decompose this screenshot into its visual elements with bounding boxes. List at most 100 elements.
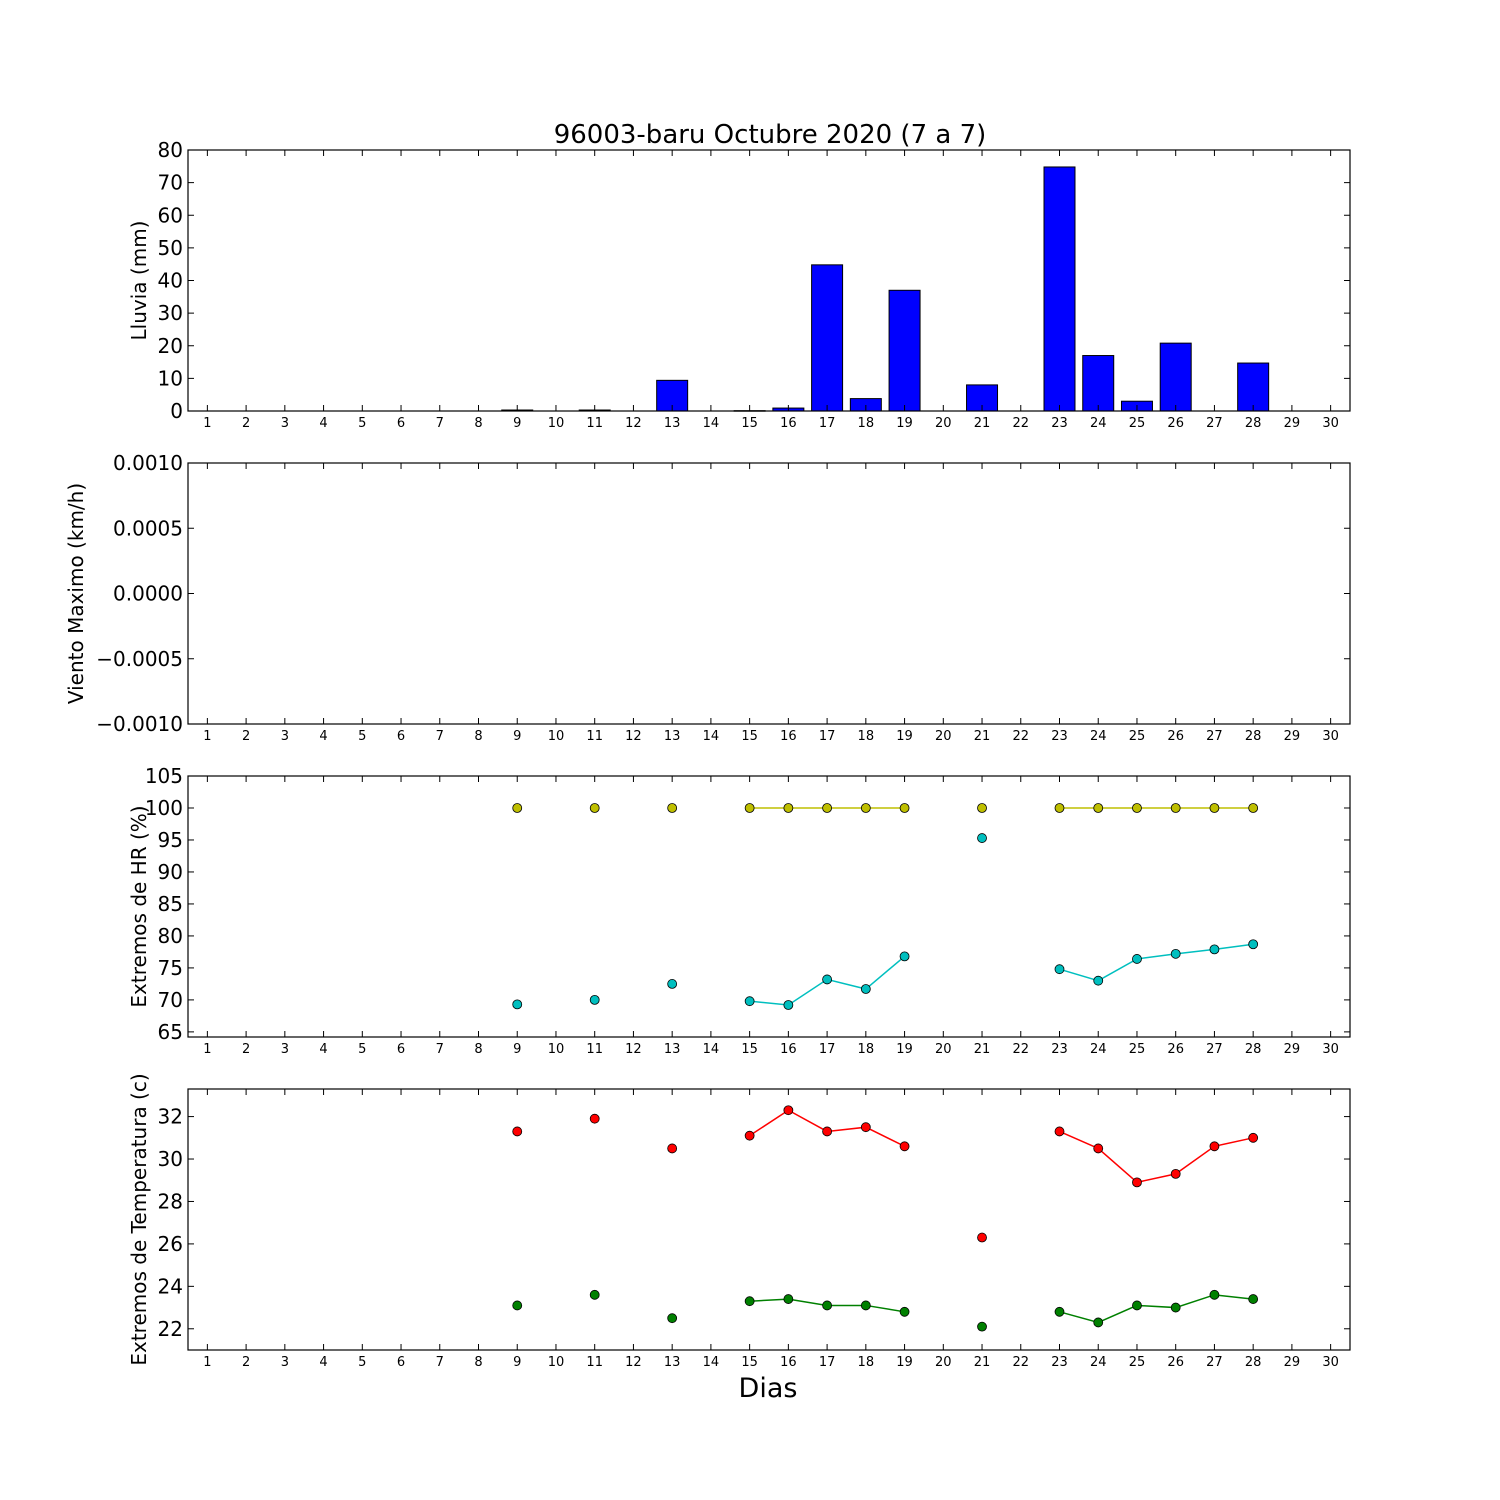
x-tick-label: 14 <box>703 1355 720 1370</box>
series-2-point-day-28 <box>1248 1294 1259 1304</box>
y-axis-label: Viento Maximo (km/h) <box>64 483 88 704</box>
x-tick-label: 17 <box>819 1042 836 1057</box>
series-1-point-day-9 <box>512 803 523 813</box>
series-1-point-day-23 <box>1054 1126 1065 1137</box>
y-tick-label: −0.0010 <box>96 712 183 736</box>
series-1-point-day-15 <box>744 803 755 813</box>
bar-day-26 <box>1159 342 1192 412</box>
series-2-point-day-23 <box>1054 964 1065 975</box>
x-tick-label: 14 <box>703 1042 720 1057</box>
x-tick-label: 22 <box>1012 1042 1029 1057</box>
x-tick-label: 6 <box>397 729 405 744</box>
x-tick-label: 7 <box>436 1042 444 1057</box>
x-tick-label: 3 <box>281 729 289 744</box>
series-2-point-day-9 <box>512 999 523 1010</box>
series-2-point-day-24 <box>1093 1317 1104 1328</box>
x-tick-label: 27 <box>1206 1042 1223 1057</box>
x-tick-label: 10 <box>548 729 565 744</box>
x-tick-label: 28 <box>1245 416 1262 431</box>
x-tick-label: 25 <box>1129 729 1146 744</box>
series-1-point-day-18 <box>860 803 871 813</box>
x-tick-label: 25 <box>1129 1355 1146 1370</box>
x-tick-label: 12 <box>625 1042 642 1057</box>
x-tick-label: 17 <box>819 729 836 744</box>
series-1-point-day-24 <box>1093 803 1104 813</box>
x-tick-label: 12 <box>625 729 642 744</box>
series-1-point-day-28 <box>1248 803 1259 813</box>
x-tick-label: 20 <box>935 1355 952 1370</box>
series-2-point-day-17 <box>822 974 832 985</box>
y-tick-label: 80 <box>158 924 183 948</box>
series-2-point-day-25 <box>1132 1300 1142 1311</box>
y-tick-label: 0.0005 <box>113 516 183 540</box>
x-tick-label: 19 <box>896 1355 913 1370</box>
series-2-point-day-9 <box>512 1300 523 1311</box>
x-tick-label: 23 <box>1051 1042 1068 1057</box>
x-tick-label: 12 <box>625 1355 642 1370</box>
series-1-point-day-11 <box>589 803 600 813</box>
x-tick-label: 27 <box>1206 1355 1223 1370</box>
y-tick-label: 75 <box>158 956 183 980</box>
x-tick-label: 1 <box>203 729 211 744</box>
x-tick-label: 20 <box>935 729 952 744</box>
x-tick-label: 24 <box>1090 1355 1107 1370</box>
series-1-point-day-11 <box>589 1113 600 1124</box>
y-axis-label: Lluvia (mm) <box>127 221 151 341</box>
x-tick-label: 23 <box>1051 416 1068 431</box>
y-tick-label: 24 <box>158 1274 183 1298</box>
series-2-point-day-28 <box>1248 939 1259 950</box>
x-tick-label: 15 <box>741 1042 758 1057</box>
x-tick-label: 18 <box>858 729 875 744</box>
series-2-point-day-23 <box>1054 1306 1065 1317</box>
x-tick-label: 1 <box>203 1355 211 1370</box>
y-tick-label: 0.0010 <box>113 451 183 475</box>
series-2-point-day-13 <box>667 1313 678 1324</box>
series-2-point-day-25 <box>1132 954 1142 964</box>
x-tick-label: 29 <box>1284 729 1301 744</box>
x-tick-label: 4 <box>319 1355 327 1370</box>
x-tick-label: 10 <box>548 416 565 431</box>
x-tick-label: 10 <box>548 1355 565 1370</box>
x-tick-label: 30 <box>1322 416 1339 431</box>
x-tick-label: 20 <box>935 1042 952 1057</box>
y-tick-label: 40 <box>158 269 183 293</box>
bar-day-28 <box>1237 362 1270 412</box>
x-tick-label: 22 <box>1012 729 1029 744</box>
y-tick-label: 26 <box>158 1232 183 1256</box>
x-tick-label: 24 <box>1090 729 1107 744</box>
x-tick-label: 13 <box>664 1042 681 1057</box>
x-tick-label: 24 <box>1090 416 1107 431</box>
x-tick-label: 16 <box>780 729 797 744</box>
x-tick-label: 8 <box>474 1355 482 1370</box>
y-tick-label: 60 <box>158 203 183 227</box>
x-tick-label: 7 <box>436 416 444 431</box>
x-tick-label: 23 <box>1051 729 1068 744</box>
x-tick-label: 6 <box>397 1355 405 1370</box>
x-tick-label: 26 <box>1167 729 1184 744</box>
x-tick-label: 13 <box>664 416 681 431</box>
x-tick-label: 21 <box>974 1042 991 1057</box>
y-tick-label: 0 <box>170 399 183 423</box>
series-1-point-day-26 <box>1170 1168 1181 1179</box>
x-tick-label: 5 <box>358 729 366 744</box>
y-tick-label: 90 <box>158 860 183 884</box>
series-2-point-day-26 <box>1170 948 1181 959</box>
x-tick-label: 19 <box>896 729 913 744</box>
x-tick-label: 20 <box>935 416 952 431</box>
x-tick-label: 30 <box>1322 1355 1339 1370</box>
series-1-point-day-23 <box>1054 803 1065 813</box>
x-tick-label: 1 <box>203 1042 211 1057</box>
x-tick-label: 22 <box>1012 416 1029 431</box>
y-tick-label: 105 <box>145 764 183 788</box>
x-tick-label: 21 <box>974 416 991 431</box>
y-axis-label: Extremos de HR (%) <box>127 805 151 1007</box>
chart-title: 96003-baru Octubre 2020 (7 a 7) <box>554 120 987 150</box>
x-tick-label: 28 <box>1245 1042 1262 1057</box>
x-tick-label: 6 <box>397 416 405 431</box>
x-tick-label: 14 <box>703 416 720 431</box>
x-tick-label: 7 <box>436 1355 444 1370</box>
series-1-point-day-9 <box>512 1126 523 1137</box>
series-2-point-day-21 <box>977 1321 987 1332</box>
series-1-point-day-24 <box>1093 1143 1104 1154</box>
